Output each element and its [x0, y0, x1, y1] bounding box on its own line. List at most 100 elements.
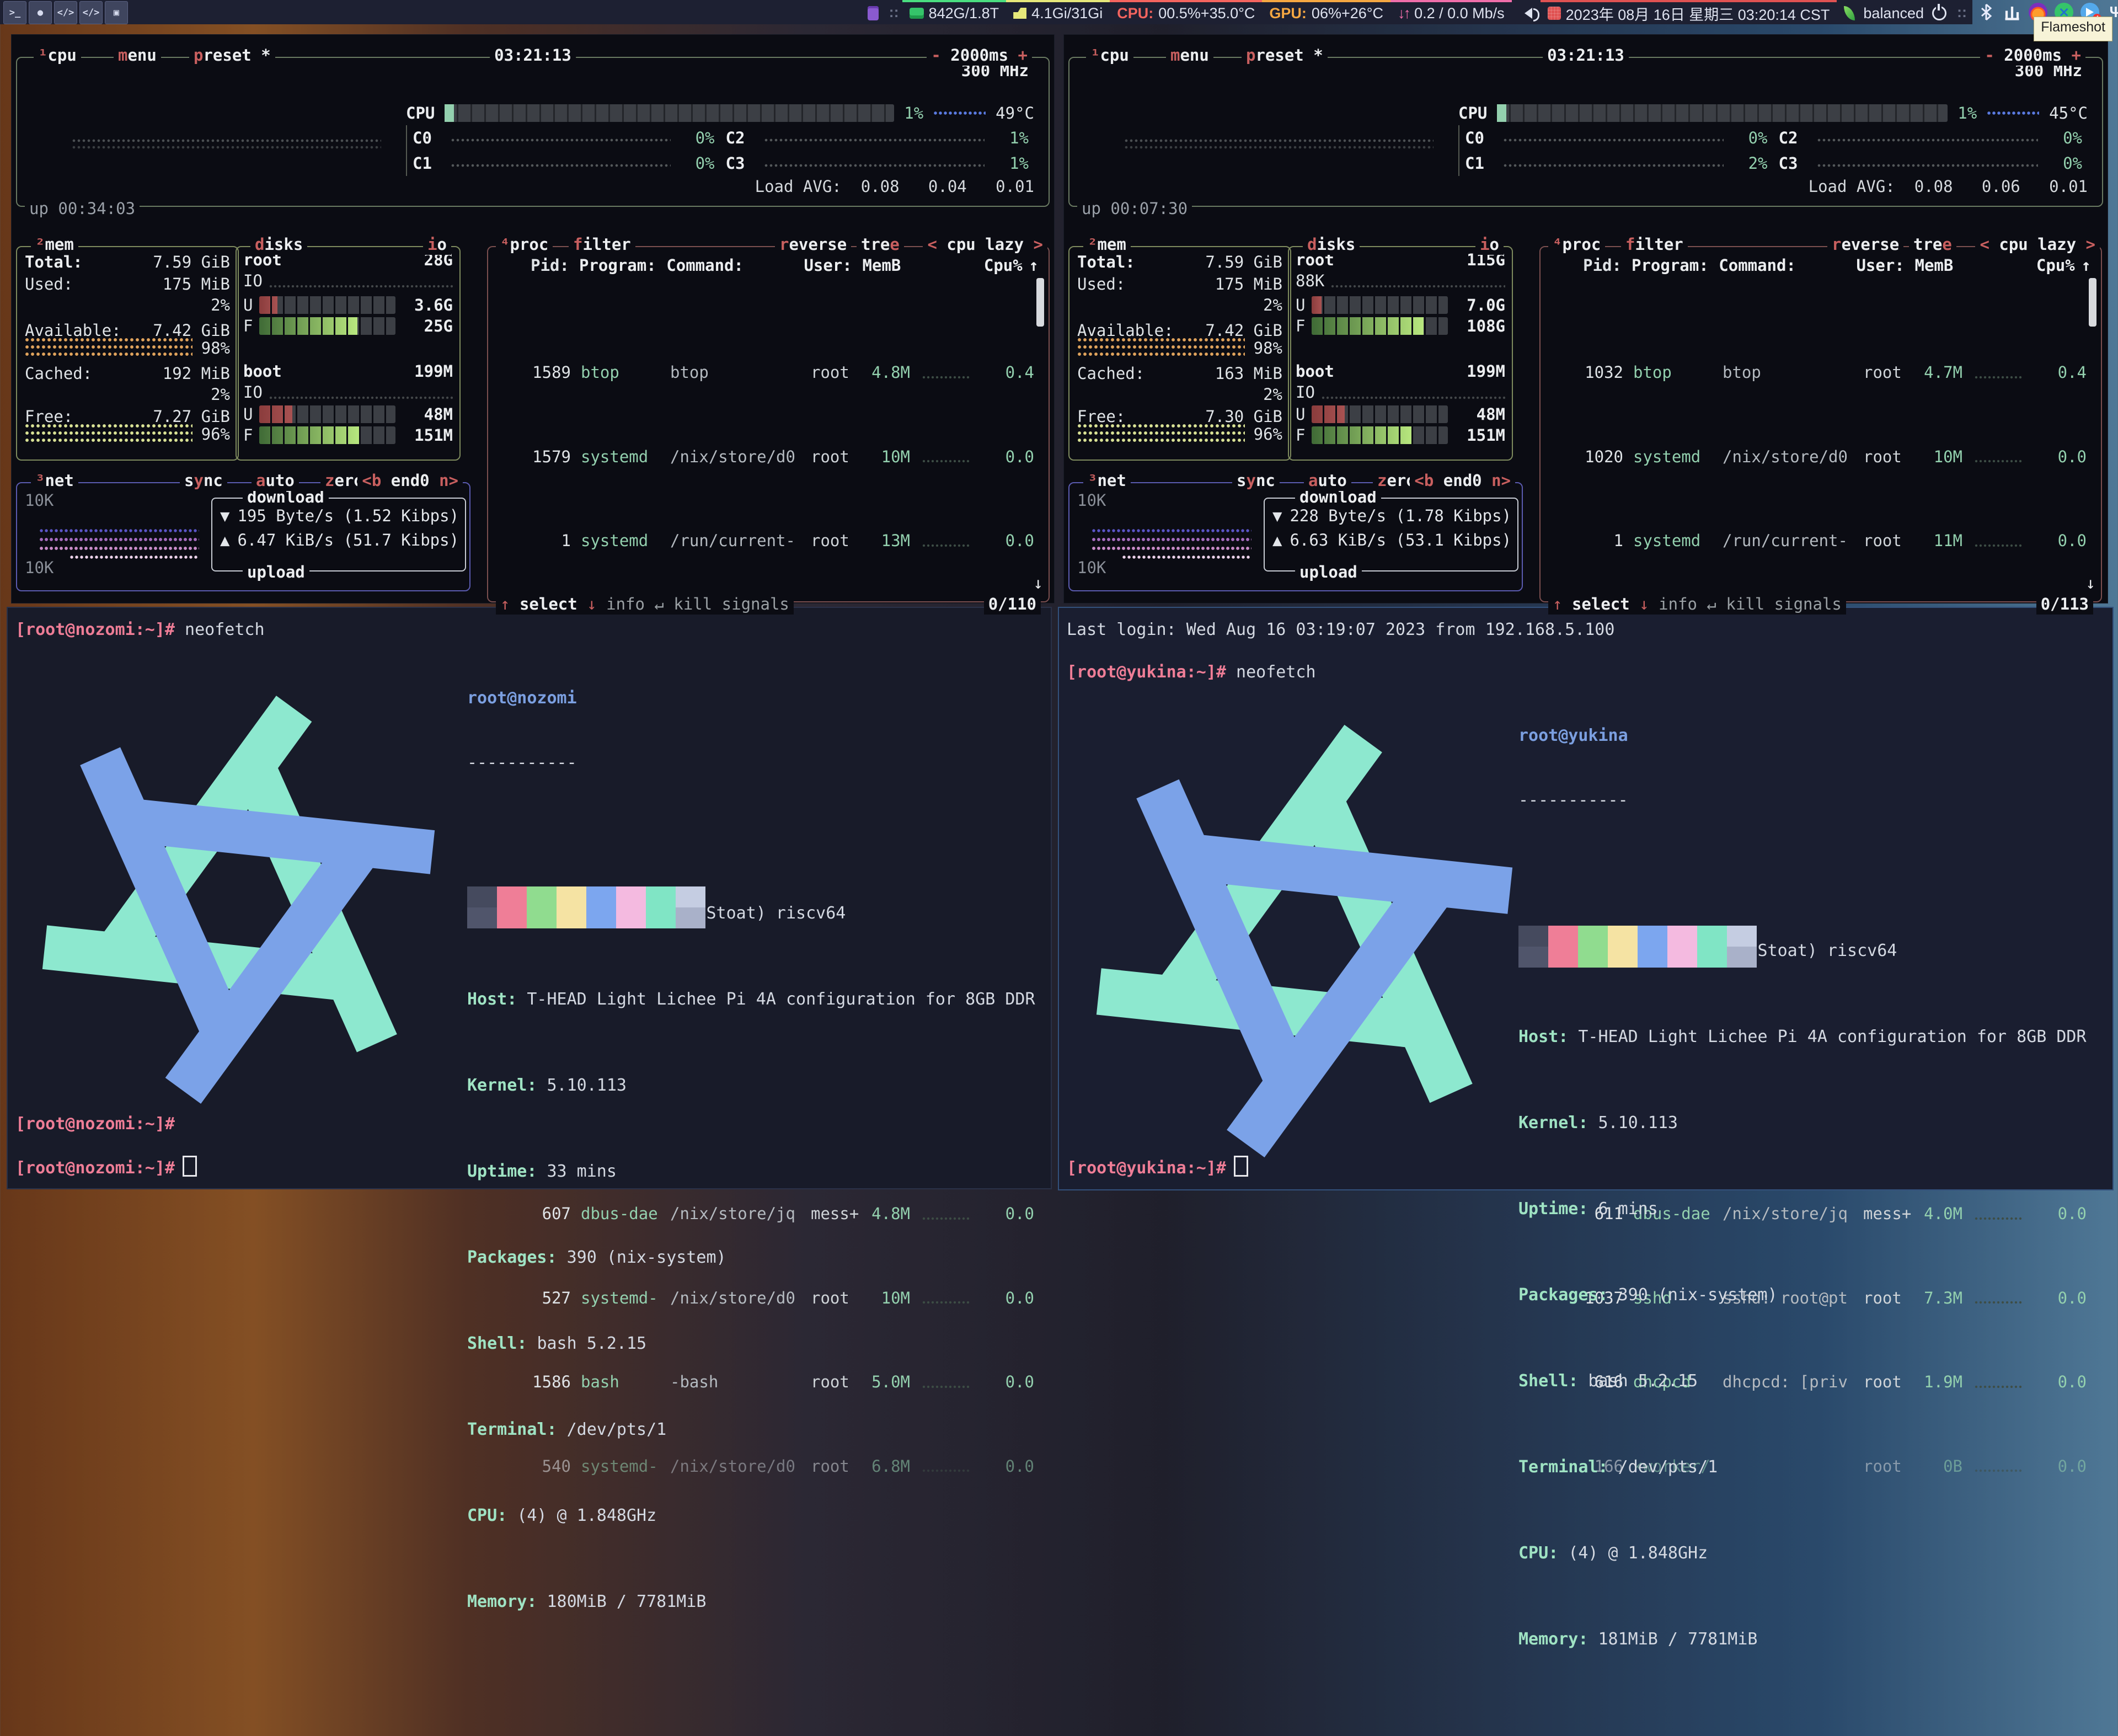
process-panel[interactable]: ⁴proc filter reverse tree < cpu lazy > P…	[1539, 234, 2102, 1476]
cpu-usage-value: 1%	[904, 104, 924, 122]
process-scrollbar[interactable]	[2089, 278, 2096, 327]
process-table-header[interactable]: Pid: Program: Command: User: MemB Cpu% ↑	[531, 256, 1039, 275]
tree-button[interactable]: tree	[1909, 234, 1956, 255]
clipboard-icon[interactable]	[867, 6, 879, 20]
io-mode-button[interactable]: io	[423, 234, 451, 255]
disk-usage-widget[interactable]: 842G/1.8T	[902, 0, 1007, 24]
core-row: C0 0%	[1458, 125, 1773, 151]
network-panel[interactable]: ³net sync auto zero <b end0 n> 10K 10K d…	[1068, 470, 1523, 591]
disks-panel-label[interactable]: disks	[250, 234, 308, 255]
mem-available-meter	[25, 337, 192, 359]
taskbar: >_ ● </> </> ▣ :: 842G/1.8T 4.1Gi/31Gi C…	[0, 0, 2118, 41]
io-mode-button[interactable]: io	[1475, 234, 1504, 255]
process-row[interactable]: 1032 btop btop root 4.7M 0.4	[1585, 363, 2087, 382]
display-launcher-button[interactable]: ▣	[105, 1, 128, 24]
disks-panel[interactable]: disks io root 28G IO U 3.6G F 25G boot 199M …	[236, 234, 461, 461]
sort-selector[interactable]: < cpu lazy >	[1975, 234, 2100, 255]
preset-button[interactable]: preset *	[1242, 45, 1328, 66]
process-row[interactable]: 1 systemd /run/current- root 11M 0.0	[1613, 531, 2087, 551]
cpu-panel-label[interactable]: ¹cpu	[1086, 45, 1133, 66]
process-row[interactable]: 1020 systemd /nix/store/d0 root 10M 0.0	[1585, 447, 2087, 466]
process-panel-label[interactable]: ⁴proc	[1548, 234, 1606, 255]
trident-icon[interactable]: Ψ	[2109, 3, 2118, 20]
net-scale-top: 10K	[25, 491, 54, 510]
terminal-window-yukina[interactable]: Last login: Wed Aug 16 03:19:07 2023 fro…	[1058, 607, 2114, 1649]
reverse-button[interactable]: reverse	[775, 234, 852, 255]
mem-available-value: 7.42 GiB	[1205, 321, 1282, 340]
process-panel[interactable]: ⁴proc filter reverse tree < cpu lazy > P…	[487, 234, 1050, 1476]
editor2-launcher-button[interactable]: </>	[79, 1, 103, 24]
network-panel-label[interactable]: ³net	[31, 470, 78, 491]
filter-button[interactable]: filter	[1621, 234, 1688, 255]
cpu-panel[interactable]: ¹cpu menu preset * 03:21:13 - 2000ms + 3…	[1068, 45, 2103, 219]
process-table-header[interactable]: Pid: Program: Command: User: MemB Cpu% ↑	[1583, 256, 2092, 275]
tree-button[interactable]: tree	[857, 234, 904, 255]
upload-label: upload	[243, 562, 309, 583]
process-panel-label[interactable]: ⁴proc	[496, 234, 553, 255]
shell-command-line[interactable]: [root@yukina:~]# neofetch	[1067, 663, 1316, 682]
nixos-logo	[42, 696, 435, 1104]
refresh-interval-control[interactable]: - 2000ms +	[1980, 45, 2085, 66]
scroll-down-arrow[interactable]: ↓	[1033, 574, 1043, 592]
menu-button[interactable]: menu	[114, 45, 161, 66]
network-panel[interactable]: ³net sync auto zero <b end0 n> 10K 10K d…	[16, 470, 470, 591]
power-profile-widget[interactable]: balanced	[1837, 0, 1954, 24]
terminal-launcher-button[interactable]: >_	[3, 1, 26, 24]
color-swatch	[467, 886, 497, 907]
net-sync-button[interactable]: sync	[1232, 470, 1280, 491]
disk-used-value: 48M	[1476, 405, 1505, 424]
cpu-panel[interactable]: ¹cpu menu preset * 03:21:13 - 2000ms + 3…	[16, 45, 1050, 219]
sort-selector[interactable]: < cpu lazy >	[923, 234, 1047, 255]
net-auto-button[interactable]: auto	[1304, 470, 1351, 491]
btop-window-nozomi[interactable]: ¹cpu menu preset * 03:21:13 - 2000ms + 3…	[11, 34, 1055, 1476]
download-speed: 228 Byte/s (1.78 Kibps)	[1290, 506, 1512, 525]
memory-panel[interactable]: ²mem Total: 7.59 GiB Used: 175 MiB 2% Avai…	[16, 234, 239, 461]
refresh-interval-control[interactable]: - 2000ms +	[927, 45, 1032, 66]
gpu-usage-widget[interactable]: GPU: 06%+26°C	[1262, 0, 1391, 24]
ram-usage-widget[interactable]: 4.1Gi/31Gi	[1006, 0, 1110, 24]
filter-button[interactable]: filter	[569, 234, 635, 255]
memory-panel-label[interactable]: ²mem	[31, 234, 78, 255]
bluetooth-icon[interactable]	[1977, 3, 1996, 22]
cpu-panel-label[interactable]: ¹cpu	[34, 45, 81, 66]
memory-panel-label[interactable]: ²mem	[1083, 234, 1131, 255]
network-speed-widget[interactable]: ↓↑ 0.2 / 0.0 Mb/s	[1390, 0, 1512, 24]
memory-panel[interactable]: ²mem Total: 7.59 GiB Used: 175 MiB 2% Avai…	[1068, 234, 1291, 461]
process-footer[interactable]: ↑ select ↓ info ↵ kill signals	[1548, 594, 1846, 615]
process-row[interactable]: 1 systemd /run/current- root 13M 0.0	[561, 531, 1034, 551]
btop-window-yukina[interactable]: ¹cpu menu preset * 03:21:13 - 2000ms + 3…	[1063, 34, 2108, 1476]
volume-widget[interactable]	[1512, 0, 1541, 24]
net-auto-button[interactable]: auto	[252, 470, 299, 491]
color-swatch	[616, 907, 646, 928]
nixos-logo-slot	[1067, 688, 1513, 1158]
disks-panel-label[interactable]: disks	[1303, 234, 1360, 255]
mem-cached-label: Cached:	[25, 364, 93, 383]
process-footer[interactable]: ↑ select ↓ info ↵ kill signals	[496, 594, 794, 615]
reverse-button[interactable]: reverse	[1827, 234, 1904, 255]
net-interface-switcher[interactable]: <b end0 n>	[1410, 470, 1515, 491]
editor-launcher-button[interactable]: </>	[54, 1, 77, 24]
shell-prompt: [root@nozomi:~]#	[15, 1114, 175, 1134]
process-row[interactable]: 1579 systemd /nix/store/d0 root 10M 0.0	[532, 447, 1034, 466]
color-swatch	[586, 886, 616, 907]
monitor-tray-icon[interactable]	[2003, 3, 2021, 22]
shell-prompt-active[interactable]: [root@yukina:~]#	[1067, 1156, 1248, 1179]
disk-used-label: U	[1296, 405, 1306, 424]
menu-button[interactable]: menu	[1166, 45, 1213, 66]
process-scrollbar[interactable]	[1036, 278, 1044, 327]
browser-launcher-button[interactable]: ●	[29, 1, 52, 24]
clock-widget[interactable]: 2023年 08月 16日 星期三 03:20:14 CST	[1540, 0, 1837, 24]
process-row[interactable]: 1589 btop btop root 4.8M 0.4	[532, 363, 1034, 382]
disks-panel[interactable]: disks io root 115G 88K U 7.0G F 108G boot 19…	[1288, 234, 1513, 461]
network-panel-label[interactable]: ³net	[1083, 470, 1131, 491]
shell-command-line[interactable]: [root@nozomi:~]# neofetch	[15, 620, 265, 639]
preset-button[interactable]: preset *	[189, 45, 275, 66]
scroll-down-arrow[interactable]: ↓	[2085, 574, 2095, 592]
cpu-usage-widget[interactable]: CPU: 00.5%+35.0°C	[1110, 0, 1263, 24]
disk-free-label: F	[243, 317, 253, 335]
terminal-window-nozomi[interactable]: [root@nozomi:~]# neofetch root@nozomi --…	[7, 607, 1052, 1611]
shell-prompt-active[interactable]: [root@nozomi:~]#	[15, 1156, 197, 1179]
mem-total-value: 7.59 GiB	[1205, 253, 1282, 271]
net-interface-switcher[interactable]: <b end0 n>	[357, 470, 463, 491]
net-sync-button[interactable]: sync	[180, 470, 227, 491]
